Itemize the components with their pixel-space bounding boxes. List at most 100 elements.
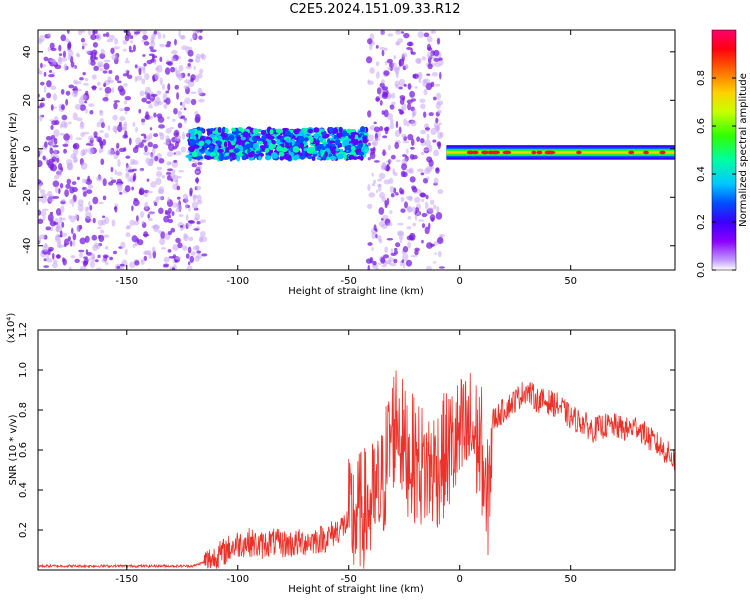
spectrum-noise-point: [201, 54, 207, 60]
spectrum-noise-point: [44, 141, 48, 148]
spectrum-band-point: [208, 148, 214, 153]
spectrum-noise-point: [117, 80, 122, 84]
spectrum-noise-point: [163, 256, 170, 263]
snr-chart: -150 -100 -50 0 50 0.2 0.4 0.6 0.8 1.0 1.2 (x10⁴)…: [6, 313, 676, 595]
colorbar-tick-label: 0.6: [696, 118, 707, 134]
spectrum-band-point: [236, 155, 241, 162]
spectrum-noise-point: [110, 179, 117, 184]
spectrum-noise-point: [125, 155, 131, 159]
spectrum-noise-point: [153, 100, 160, 107]
spectrum-band-point: [359, 155, 364, 161]
spectrum-noise-point: [76, 117, 83, 122]
spectrum-band-point: [196, 130, 202, 135]
spectrum-noise-point: [399, 109, 404, 115]
spectrum-noise-point: [378, 207, 385, 215]
spectrum-noise-point: [367, 80, 374, 86]
spectrum-noise-point: [197, 87, 203, 96]
spectrum-noise-point: [402, 154, 407, 157]
spectrum-noise-point: [138, 67, 142, 76]
spectrum-carrier-peak: [466, 150, 475, 155]
spectrum-band-point: [334, 139, 341, 146]
spectrum-noise-point: [106, 39, 114, 43]
spectrum-noise-point: [378, 262, 382, 265]
spectrum-noise-point: [134, 64, 138, 69]
spectrum-noise-point: [65, 140, 70, 144]
spectrum-band-point: [294, 140, 301, 148]
spectrum-noise-point: [64, 189, 69, 198]
spectrum-noise-point: [142, 30, 147, 36]
spectrum-noise-point: [423, 148, 429, 152]
spectrum-noise-point: [410, 138, 415, 146]
spectrum-band-point: [351, 132, 355, 140]
spectrum-noise-point: [412, 222, 417, 227]
spectrum-noise-point: [372, 146, 376, 154]
spectrum-noise-point: [416, 136, 421, 142]
spectrum-noise-point: [39, 102, 45, 108]
spectrum-band-point: [284, 130, 291, 136]
spectrum-band-point: [228, 134, 235, 141]
spectrum-noise-point: [167, 218, 174, 224]
spectrum-noise-point: [436, 37, 441, 45]
spectrum-noise-point: [383, 254, 389, 259]
spectrum-noise-point: [175, 237, 181, 244]
spectrum-noise-point: [389, 185, 395, 194]
spectrum-noise-point: [64, 38, 70, 43]
spectrum-noise-point: [132, 146, 139, 154]
spectrum-noise-point: [187, 246, 192, 254]
spectrum-noise-point: [390, 193, 395, 198]
spectrum-noise-point: [386, 163, 390, 172]
spectrum-band-point: [269, 129, 274, 135]
spectrum-noise-point: [393, 258, 398, 264]
spectrum-noise-point: [187, 49, 194, 57]
spectrum-noise-point: [61, 114, 68, 121]
spectrum-noise-point: [148, 53, 155, 57]
spectrum-noise-point: [436, 206, 440, 214]
spectrum-noise-point: [196, 199, 203, 205]
spectrum-noise-point: [384, 246, 389, 253]
spectrum-noise-point: [86, 189, 93, 194]
spectrum-noise-point: [67, 236, 71, 242]
spectrum-noise-point: [420, 138, 425, 144]
spectrum-noise-point: [390, 248, 394, 255]
spectrum-noise-point: [67, 42, 72, 48]
spectrum-noise-point: [43, 265, 49, 268]
spectrum-noise-point: [81, 42, 88, 47]
spectrum-noise-point: [369, 67, 375, 74]
snr-series-line: [38, 370, 675, 569]
spectrum-noise-point: [98, 201, 104, 205]
spectrum-noise-point: [52, 196, 60, 199]
spectrum-band-point: [293, 155, 299, 161]
spectrum-noise-point: [181, 131, 186, 140]
spectrum-noise-point: [191, 201, 198, 209]
spectrum-noise-point: [128, 137, 132, 146]
spectrum-noise-point: [58, 53, 63, 56]
spectrum-noise-point: [129, 261, 136, 268]
x-tick-label: -100: [226, 276, 249, 287]
spectrum-noise-point: [124, 106, 131, 112]
spectrum-noise-point: [110, 47, 115, 54]
spectrum-noise-point: [192, 31, 196, 40]
spectrum-noise-point: [113, 100, 121, 103]
spectrum-band-point: [223, 141, 228, 148]
spectrum-band-point: [255, 135, 261, 140]
spectrum-noise-point: [171, 169, 176, 174]
spectrum-noise-point: [161, 247, 167, 250]
spectrum-band-point: [344, 145, 351, 151]
spectrum-noise-point: [409, 176, 416, 183]
spectrum-noise-point: [410, 235, 415, 241]
spectrum-noise-point: [421, 198, 425, 202]
spectrum-band-point: [208, 134, 216, 138]
spectrum-noise-point: [70, 61, 75, 68]
spectrum-carrier-peak: [628, 150, 635, 155]
spectrogram-x-label: Height of straight line (km): [288, 286, 424, 297]
spectrum-noise-point: [387, 222, 393, 227]
spectrum-noise-point: [92, 41, 98, 48]
spectrum-band-point: [343, 154, 347, 161]
spectrum-noise-point: [176, 92, 180, 100]
spectrum-noise-point: [91, 49, 98, 56]
spectrum-noise-point: [45, 226, 52, 231]
spectrum-noise-point: [379, 191, 386, 199]
spectrum-noise-point: [101, 258, 108, 263]
spectrum-noise-point: [190, 77, 194, 83]
spectrum-band-point: [336, 132, 343, 138]
